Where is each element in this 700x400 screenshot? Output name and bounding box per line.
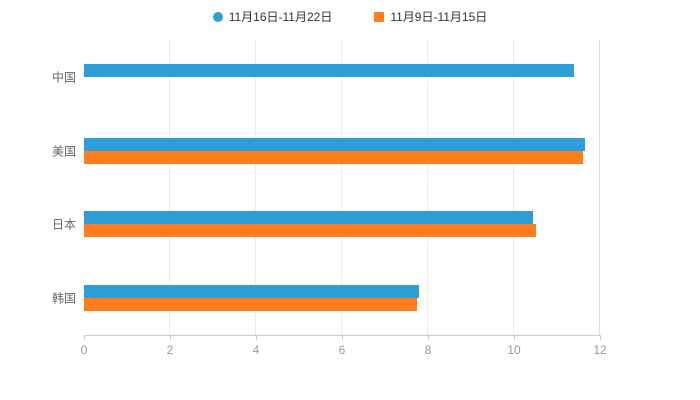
category-label: 日本 <box>51 217 76 232</box>
category-row: 日本 <box>52 188 600 262</box>
gridline <box>426 40 428 335</box>
x-axis-tickmark <box>600 335 601 340</box>
gridline <box>254 40 256 335</box>
gridline <box>513 40 514 335</box>
category-row: 韩国 <box>52 261 600 335</box>
plot-area: 中国美国日本韩国 0 2 4 6 8 10 12 <box>52 40 607 357</box>
x-axis-tick-label: 6 <box>338 343 346 357</box>
category-label: 韩国 <box>51 291 76 306</box>
x-axis-tick-label: 8 <box>424 343 432 357</box>
x-axis-tick-label: 0 <box>80 343 88 357</box>
legend-label: 11月9日-11月15日 <box>390 10 488 24</box>
gridline <box>599 40 600 335</box>
legend: 11月16日-11月22日 11月9日-11月15日 <box>0 8 700 25</box>
legend-marker-square-icon <box>374 11 385 22</box>
bar-current-week <box>84 63 575 77</box>
x-axis-tickmark <box>256 335 257 340</box>
x-axis-tickmark <box>84 335 85 340</box>
x-axis-tickmark <box>428 335 429 340</box>
bar-current-week <box>84 285 420 299</box>
x-axis-tickmark <box>342 335 343 340</box>
x-axis-tick-label: 2 <box>166 343 174 357</box>
bar-current-week <box>84 137 585 151</box>
x-axis-tick-label: 10 <box>507 343 521 357</box>
legend-label: 11月16日-11月22日 <box>228 10 333 24</box>
x-axis-tick-label: 12 <box>593 343 607 357</box>
gridline <box>168 40 170 335</box>
gridline <box>341 40 342 335</box>
bar-previous-week <box>84 298 418 312</box>
bar-previous-week <box>84 150 583 164</box>
x-axis-tickmark <box>514 335 515 340</box>
category-row: 中国 <box>52 40 600 114</box>
bar-previous-week <box>84 224 536 238</box>
x-axis-tick-label: 4 <box>252 343 260 357</box>
category-row: 美国 <box>52 114 600 188</box>
x-axis-tickmark <box>170 335 171 340</box>
legend-item-week-current[interactable]: 11月16日-11月22日 <box>212 8 333 25</box>
category-label: 美国 <box>51 144 76 159</box>
legend-marker-circle-icon <box>212 11 223 22</box>
category-label: 中国 <box>51 70 76 85</box>
legend-item-week-previous[interactable]: 11月9日-11月15日 <box>374 8 487 25</box>
bar-current-week <box>84 211 534 225</box>
